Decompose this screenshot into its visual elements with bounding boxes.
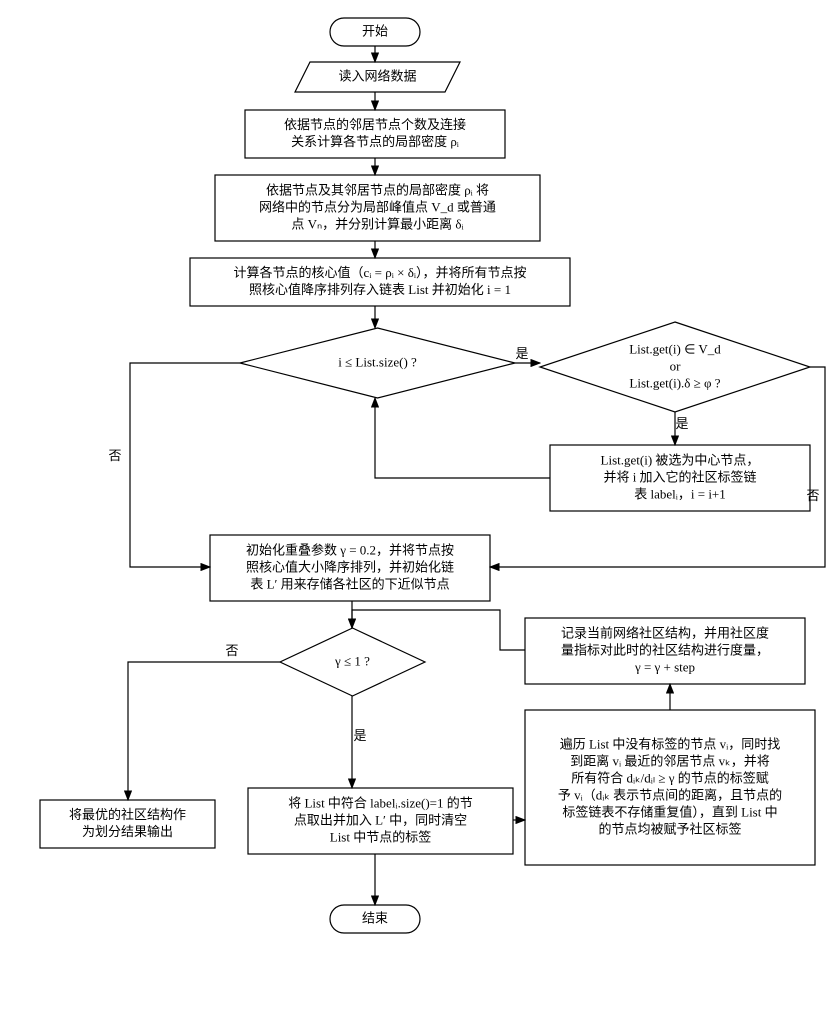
svg-text:List.get(i).δ ≥ φ ?: List.get(i).δ ≥ φ ?: [629, 376, 720, 391]
svg-text:的节点均被赋予社区标签: 的节点均被赋予社区标签: [598, 822, 741, 837]
svg-text:List.get(i) ∈ V_d: List.get(i) ∈ V_d: [629, 342, 721, 357]
svg-text:表 labelᵢ，i = i+1: 表 labelᵢ，i = i+1: [634, 487, 726, 502]
edge-15: [352, 610, 525, 650]
svg-text:γ ≤ 1 ?: γ ≤ 1 ?: [334, 654, 370, 669]
edge-label-9: 否: [108, 448, 121, 463]
edge-label-12: 是: [353, 728, 366, 743]
svg-text:读入网络数据: 读入网络数据: [338, 69, 416, 84]
svg-text:γ = γ + step: γ = γ + step: [634, 660, 695, 675]
svg-text:关系计算各节点的局部密度 ρᵢ: 关系计算各节点的局部密度 ρᵢ: [291, 134, 460, 149]
edge-9: [130, 363, 240, 567]
svg-text:结束: 结束: [362, 911, 388, 926]
svg-text:为划分结果输出: 为划分结果输出: [82, 824, 173, 839]
svg-text:依据节点及其邻居节点的局部密度 ρᵢ 将: 依据节点及其邻居节点的局部密度 ρᵢ 将: [266, 183, 489, 198]
svg-text:予 vᵢ（dᵢₖ 表示节点间的距离，且节点的: 予 vᵢ（dᵢₖ 表示节点间的距离，且节点的: [558, 788, 782, 803]
svg-text:网络中的节点分为局部峰值点 V_d 或普通: 网络中的节点分为局部峰值点 V_d 或普通: [259, 200, 496, 215]
svg-text:将最优的社区结构作: 将最优的社区结构作: [69, 807, 186, 822]
svg-text:List.get(i) 被选为中心节点，: List.get(i) 被选为中心节点，: [601, 453, 760, 468]
svg-text:开始: 开始: [362, 24, 388, 39]
svg-text:记录当前网络社区结构，并用社区度: 记录当前网络社区结构，并用社区度: [561, 626, 769, 641]
svg-text:标签链表不存储重复值），直到 List 中: 标签链表不存储重复值），直到 List 中: [562, 805, 777, 820]
svg-text:照核心值降序排列存入链表 List 并初始化 i = 1: 照核心值降序排列存入链表 List 并初始化 i = 1: [249, 282, 511, 297]
svg-text:依据节点的邻居节点个数及连接: 依据节点的邻居节点个数及连接: [284, 117, 466, 132]
svg-text:并将 i 加入它的社区标签链: 并将 i 加入它的社区标签链: [603, 470, 756, 485]
edge-11: [128, 662, 280, 800]
edge-label-6: 是: [675, 416, 688, 431]
svg-text:List 中节点的标签: List 中节点的标签: [330, 830, 431, 845]
edge-7: [375, 398, 550, 478]
svg-text:计算各节点的核心值（cᵢ = ρᵢ × δᵢ），并将所有节点: 计算各节点的核心值（cᵢ = ρᵢ × δᵢ），并将所有节点按: [234, 265, 527, 280]
edge-label-8: 否: [806, 488, 819, 503]
svg-text:遍历 List 中没有标签的节点 vᵢ，同时找: 遍历 List 中没有标签的节点 vᵢ，同时找: [560, 737, 781, 752]
svg-text:照核心值大小降序排列，并初始化链: 照核心值大小降序排列，并初始化链: [246, 560, 454, 575]
edge-label-5: 是: [515, 346, 528, 361]
svg-text:i ≤ List.size() ?: i ≤ List.size() ?: [338, 355, 417, 370]
svg-text:表 L′ 用来存储各社区的下近似节点: 表 L′ 用来存储各社区的下近似节点: [250, 577, 449, 592]
svg-text:将 List 中符合 labelᵢ.size()=1 的节: 将 List 中符合 labelᵢ.size()=1 的节: [288, 796, 473, 811]
svg-text:点取出并加入 L′ 中，同时清空: 点取出并加入 L′ 中，同时清空: [294, 813, 467, 828]
svg-text:or: or: [670, 359, 682, 374]
edge-label-11: 否: [225, 643, 238, 658]
svg-text:量指标对此时的社区结构进行度量，: 量指标对此时的社区结构进行度量，: [561, 643, 769, 658]
svg-text:到距离 vᵢ 最近的邻居节点 vₖ，并将: 到距离 vᵢ 最近的邻居节点 vₖ，并将: [570, 754, 769, 769]
svg-text:点 Vₙ，并分别计算最小距离 δᵢ: 点 Vₙ，并分别计算最小距离 δᵢ: [291, 217, 464, 232]
svg-text:初始化重叠参数 γ = 0.2，并将节点按: 初始化重叠参数 γ = 0.2，并将节点按: [246, 543, 454, 558]
svg-text:所有符合 dᵢₖ/dᵢₗ ≥ γ 的节点的标签赋: 所有符合 dᵢₖ/dᵢₗ ≥ γ 的节点的标签赋: [571, 771, 768, 786]
